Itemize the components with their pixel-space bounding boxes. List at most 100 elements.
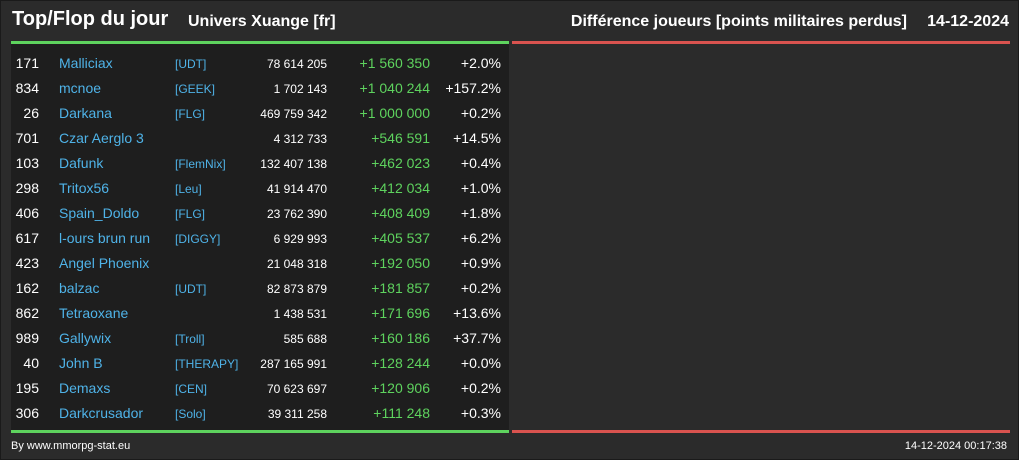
alliance-link[interactable]: [Leu]: [175, 182, 202, 196]
player-total: 6 929 993: [273, 232, 327, 246]
list-item: 989 Gallywix [Troll] 585 688 +160 186 +37.7%: [11, 327, 509, 352]
alliance-link[interactable]: [UDT]: [175, 57, 207, 71]
player-total: 132 407 138: [260, 157, 327, 171]
player-name-link[interactable]: Czar Aerglo 3: [59, 130, 144, 146]
player-rank: 617: [15, 230, 39, 246]
alliance-link[interactable]: [Solo]: [175, 407, 206, 421]
timestamp: 14-12-2024 00:17:38: [904, 440, 1007, 452]
list-item: 862 Tetraoxane 1 438 531 +171 696 +13.6%: [11, 302, 509, 327]
player-rank: 862: [15, 305, 39, 321]
player-name-link[interactable]: Angel Phoenix: [59, 255, 150, 271]
alliance-link[interactable]: [FlemNix]: [175, 157, 226, 171]
list-item: 103 Dafunk [FlemNix] 132 407 138 +462 023 +0.…: [11, 152, 509, 177]
alliance-link[interactable]: [GEEK]: [175, 82, 216, 96]
player-total: 21 048 318: [266, 257, 327, 271]
player-percent: +157.2%: [445, 80, 501, 96]
player-percent: +0.2%: [460, 380, 501, 396]
player-name-link[interactable]: Darkana: [59, 105, 112, 121]
player-diff: +546 591: [371, 130, 430, 146]
player-diff: +160 186: [371, 330, 430, 346]
alliance-link[interactable]: [FLG]: [175, 207, 206, 221]
player-diff: +181 857: [371, 280, 430, 296]
list-item: 423 Angel Phoenix 21 048 318 +192 050 +0.9%: [11, 252, 509, 277]
player-total: 1 702 143: [273, 82, 327, 96]
player-rank: 423: [15, 255, 39, 271]
player-diff: +111 248: [373, 405, 430, 421]
list-item: 162 balzac [UDT] 82 873 879 +181 857 +0.2%: [11, 277, 509, 302]
player-percent: +1.0%: [460, 180, 501, 196]
player-diff: +462 023: [371, 155, 430, 171]
player-diff: +1 040 244: [359, 80, 430, 96]
player-percent: +1.8%: [460, 205, 501, 221]
player-name-link[interactable]: Darkcrusador: [59, 405, 144, 421]
alliance-link[interactable]: [Troll]: [175, 332, 205, 346]
list-item: 40 John B [THERAPY] 287 165 991 +128 244 +0.0…: [11, 352, 509, 377]
player-rank: 701: [15, 130, 39, 146]
player-rank: 989: [15, 330, 39, 346]
player-name-link[interactable]: Tetraoxane: [59, 305, 129, 321]
player-diff: +405 537: [371, 230, 430, 246]
player-total: 4 312 733: [273, 132, 327, 146]
player-total: 23 762 390: [266, 207, 327, 221]
player-rank: 40: [23, 355, 39, 371]
player-total: 1 438 531: [273, 307, 327, 321]
top-players-list: 171 Malliciax [UDT] 78 614 205 +1 560 350 +2.…: [11, 52, 509, 427]
list-item: 171 Malliciax [UDT] 78 614 205 +1 560 350 +2.…: [11, 52, 509, 77]
page-title: Top/Flop du jour: [12, 8, 169, 30]
player-name-link[interactable]: mcnoe: [59, 80, 102, 96]
player-total: 82 873 879: [266, 282, 327, 296]
player-rank: 171: [15, 55, 39, 71]
player-diff: +171 696: [371, 305, 430, 321]
player-percent: +0.3%: [460, 405, 501, 421]
player-rank: 298: [15, 180, 39, 196]
player-name-link[interactable]: Gallywix: [59, 330, 112, 346]
player-name-link[interactable]: Demaxs: [59, 380, 111, 396]
list-item: 406 Spain_Doldo [FLG] 23 762 390 +408 409 +1.…: [11, 202, 509, 227]
player-rank: 195: [15, 380, 39, 396]
player-rank: 834: [15, 80, 39, 96]
player-rank: 103: [15, 155, 39, 171]
top-players-panel: 171 Malliciax [UDT] 78 614 205 +1 560 350 +2.…: [11, 41, 509, 433]
player-diff: +128 244: [371, 355, 430, 371]
player-total: 70 623 697: [266, 382, 327, 396]
player-percent: +2.0%: [460, 55, 501, 71]
credit-link[interactable]: By www.mmorpg-stat.eu: [11, 440, 131, 452]
player-diff: +1 000 000: [359, 105, 430, 121]
player-percent: +13.6%: [453, 305, 501, 321]
player-percent: +37.7%: [453, 330, 501, 346]
player-percent: +0.0%: [460, 355, 501, 371]
player-name-link[interactable]: John B: [59, 355, 103, 371]
list-item: 834 mcnoe [GEEK] 1 702 143 +1 040 244 +157.2%: [11, 77, 509, 102]
player-name-link[interactable]: l-ours brun run: [59, 230, 151, 246]
player-percent: +0.2%: [460, 280, 501, 296]
player-name-link[interactable]: Malliciax: [59, 55, 113, 71]
player-name-link[interactable]: balzac: [59, 280, 100, 296]
player-percent: +14.5%: [453, 130, 501, 146]
player-name-link[interactable]: Tritox56: [59, 180, 110, 196]
alliance-link[interactable]: [UDT]: [175, 282, 207, 296]
player-diff: +192 050: [371, 255, 430, 271]
player-total: 41 914 470: [266, 182, 327, 196]
player-diff: +120 906: [371, 380, 430, 396]
player-rank: 26: [23, 105, 39, 121]
universe-label: Univers Xuange [fr]: [188, 13, 336, 30]
alliance-link[interactable]: [FLG]: [175, 107, 206, 121]
alliance-link[interactable]: [CEN]: [175, 382, 208, 396]
list-item: 26 Darkana [FLG] 469 759 342 +1 000 000 +0.2%: [11, 102, 509, 127]
player-total: 287 165 991: [260, 357, 327, 371]
player-name-link[interactable]: Spain_Doldo: [59, 205, 140, 221]
list-item: 701 Czar Aerglo 3 4 312 733 +546 591 +14.5%: [11, 127, 509, 152]
alliance-link[interactable]: [DIGGY]: [175, 232, 221, 246]
player-percent: +0.9%: [460, 255, 501, 271]
player-name-link[interactable]: Dafunk: [59, 155, 104, 171]
header: Top/Flop du jour Univers Xuange [fr] Dif…: [1, 1, 1019, 41]
metric-label: Différence joueurs [points militaires pe…: [570, 13, 907, 30]
list-item: 617 l-ours brun run [DIGGY] 6 929 993 +405 5…: [11, 227, 509, 252]
flop-players-panel: [512, 41, 1010, 433]
alliance-link[interactable]: [THERAPY]: [175, 357, 239, 371]
player-rank: 406: [15, 205, 39, 221]
date-label: 14-12-2024: [927, 13, 1009, 30]
player-diff: +412 034: [371, 180, 430, 196]
player-total: 469 759 342: [260, 107, 327, 121]
